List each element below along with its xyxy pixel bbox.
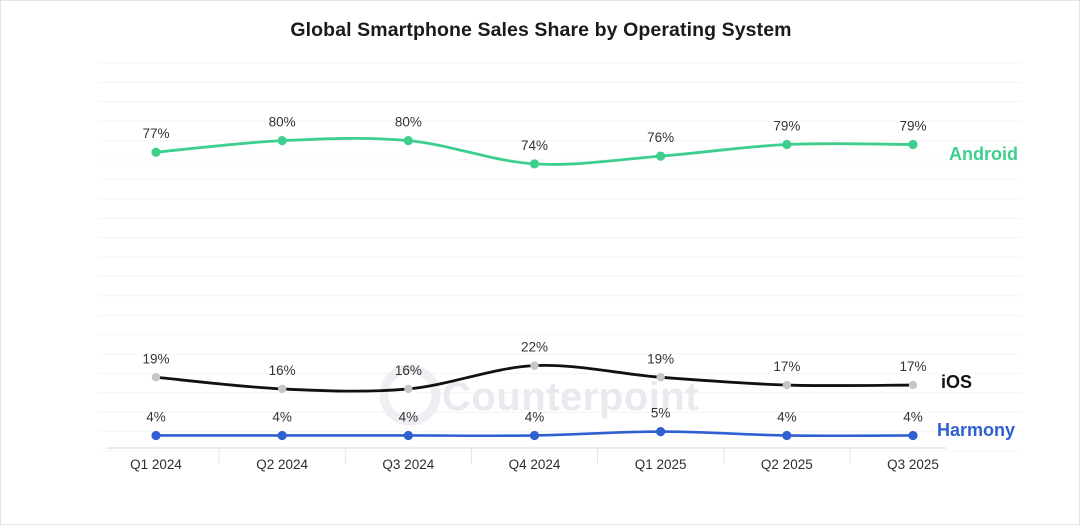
data-point[interactable] [530,361,539,370]
data-label: 79% [899,118,926,133]
page-title: Global Smartphone Sales Share by Operati… [290,19,792,41]
series-android [151,136,918,169]
data-label: 76% [647,130,674,145]
data-point[interactable] [656,373,665,382]
watermark-label: Counterpoint [442,375,699,419]
data-point[interactable] [656,151,666,161]
series-label-android[interactable]: Android [949,144,1018,164]
data-point[interactable] [277,136,287,146]
data-label: 16% [269,363,296,378]
category-label: Q2 2025 [761,457,813,472]
data-point[interactable] [151,430,161,441]
category-labels: Q1 2024 Q2 2024 Q3 2024 Q4 2024 Q1 2025 Q2 20… [130,457,939,472]
data-point[interactable] [151,147,161,157]
data-labels-layer: 77% 80% 80% 74% 76% 79% 79% 19% 16% 16% 22% 19% 17% 1… [142,115,926,425]
data-label: 17% [773,359,800,374]
data-point[interactable] [403,430,413,441]
data-point[interactable] [277,430,287,441]
series-label-harmony[interactable]: Harmony [937,420,1015,440]
series-harmony [151,427,918,441]
data-point[interactable] [782,430,792,441]
data-label: 4% [146,409,166,424]
watermark: Counterpoint [379,364,699,426]
data-point[interactable] [529,159,540,169]
category-label: Q1 2025 [635,457,687,472]
category-label: Q1 2024 [130,457,182,472]
data-label: 22% [521,340,548,355]
gridlines [99,62,1021,452]
data-point[interactable] [908,380,918,390]
data-point[interactable] [404,384,413,394]
data-label: 4% [777,409,797,424]
category-label: Q2 2024 [256,457,308,472]
data-label: 5% [651,406,671,421]
data-label: 79% [773,118,800,133]
category-label: Q4 2024 [509,457,561,472]
data-label: 19% [647,351,674,366]
data-label: 4% [272,409,292,424]
data-point[interactable] [151,373,161,382]
data-label: 4% [903,409,923,424]
data-label: 4% [399,409,419,424]
data-label: 4% [525,409,545,424]
data-point[interactable] [403,136,413,146]
data-point[interactable] [782,380,792,390]
data-label: 74% [521,138,548,153]
data-label: 77% [142,126,169,141]
data-point[interactable] [782,139,792,150]
data-point[interactable] [656,427,666,437]
series-ios [151,361,918,394]
tick-dividers [218,448,851,464]
data-label: 80% [395,115,422,130]
axis [106,447,946,464]
data-point[interactable] [908,139,918,150]
data-label: 16% [395,363,422,378]
category-label: Q3 2025 [887,457,939,472]
data-point[interactable] [529,430,540,441]
data-point[interactable] [277,384,287,394]
series-label-ios[interactable]: iOS [941,372,972,392]
data-label: 19% [142,351,169,366]
category-label: Q3 2024 [382,457,434,472]
data-label: 17% [899,359,926,374]
series-layer [151,136,918,441]
data-label: 80% [269,115,296,130]
data-point[interactable] [908,430,918,441]
